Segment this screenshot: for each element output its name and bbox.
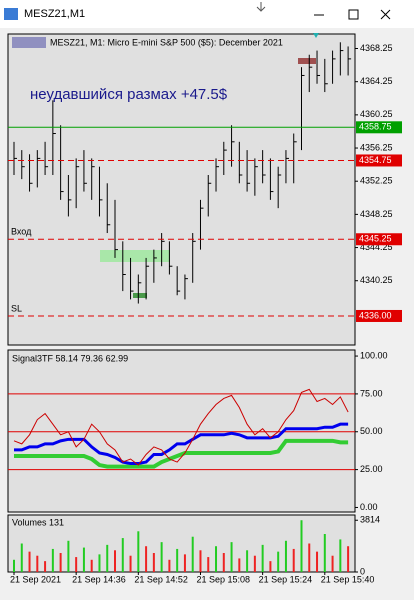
app-icon [4,8,18,20]
zone [100,250,170,262]
restore-arrow[interactable] [256,2,266,12]
annotation: неудавшийся размах +47.5$ [30,86,228,103]
indicator-panel [7,349,356,513]
volume-panel [7,514,356,573]
y-tick-label: 75.00 [360,388,383,398]
y-tick-label: 4352.25 [360,176,393,186]
window-title: MESZ21,M1 [24,8,85,20]
indicator-line [14,422,349,466]
chart-title: MESZ21, M1: Micro E-mini S&P 500 ($5): D… [50,37,283,47]
y-tick-label: 3814 [360,515,380,525]
y-tick-label: 100.00 [360,350,388,360]
y-tick-label: 50.00 [360,426,383,436]
level-label: 4354.75 [359,155,392,165]
x-tick-label: 21 Sep 2021 [10,574,61,584]
price-panel [7,33,356,346]
y-tick-label: 4368.25 [360,43,393,53]
marker [298,58,316,64]
level-label: 4358.75 [359,122,392,132]
volume-title: Volumes 131 [12,517,64,527]
level-label: 4336.00 [359,310,392,320]
y-tick-label: 4360.25 [360,109,393,119]
y-tick-label: 25.00 [360,464,383,474]
level-name: SL [11,303,22,313]
y-tick-label: 4356.25 [360,142,393,152]
level-label-bg [356,154,402,167]
y-tick-label: 4344.25 [360,242,393,252]
y-tick-label: 0.00 [360,502,378,512]
x-tick-label: 21 Sep 15:40 [321,574,375,584]
x-tick-label: 21 Sep 15:24 [259,574,313,584]
indicator-line [14,438,349,469]
y-tick-label: 4364.25 [360,76,393,86]
level-name: Вход [11,227,32,237]
indicator-line [13,388,349,466]
y-tick-label: 4348.25 [360,209,393,219]
maximize-button[interactable] [348,9,359,20]
close-button[interactable] [380,9,391,20]
level-label-bg [356,233,402,246]
y-tick-label: 4340.25 [360,275,393,285]
x-tick-label: 21 Sep 15:08 [196,574,250,584]
marker [313,33,319,38]
level-label-bg [356,309,402,322]
x-tick-label: 21 Sep 14:52 [134,574,188,584]
marker [133,293,147,298]
level-label: 4345.25 [359,234,392,244]
y-tick-label: 0 [360,566,365,576]
toolbar-icons[interactable] [12,37,46,48]
level-label-bg [356,121,402,134]
x-tick-label: 21 Sep 14:36 [72,574,126,584]
indicator-title: Signal3TF 58.14 79.36 62.99 [12,353,128,363]
